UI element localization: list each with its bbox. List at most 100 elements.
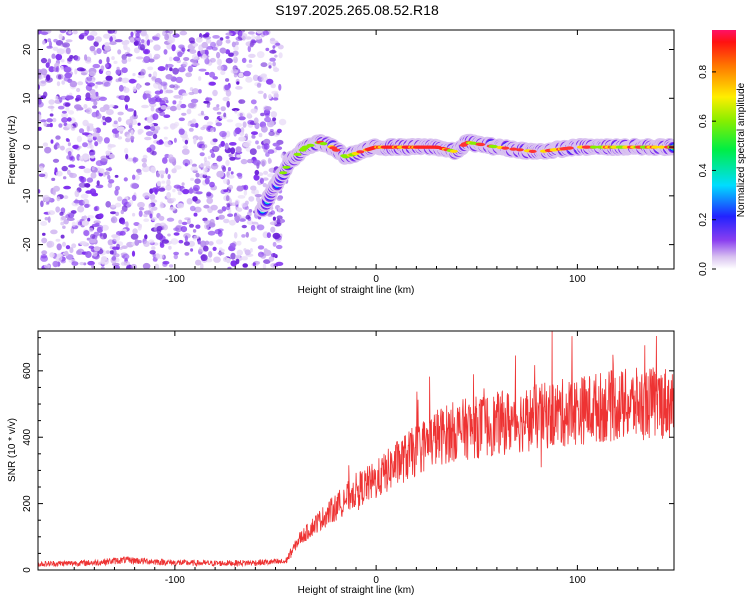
- noise-speck: [106, 71, 111, 75]
- noise-speck: [152, 133, 158, 140]
- noise-speck: [152, 113, 159, 120]
- noise-speck: [198, 76, 202, 81]
- noise-speck: [71, 221, 76, 227]
- noise-speck: [42, 142, 49, 147]
- noise-speck: [122, 253, 130, 260]
- noise-speck: [186, 198, 193, 205]
- noise-speck: [114, 202, 122, 208]
- noise-speck: [99, 106, 107, 113]
- noise-speck: [59, 97, 63, 103]
- noise-speck: [85, 107, 92, 115]
- noise-speck: [230, 260, 237, 267]
- noise-speck: [201, 145, 205, 151]
- noise-speck: [61, 216, 67, 221]
- noise-speck: [255, 140, 259, 145]
- noise-speck: [271, 83, 275, 87]
- noise-speck: [236, 81, 240, 85]
- noise-speck: [92, 63, 101, 69]
- noise-speck: [105, 250, 110, 254]
- noise-speck: [67, 57, 73, 62]
- noise-speck: [228, 184, 234, 190]
- noise-speck: [84, 54, 88, 61]
- noise-speck: [81, 220, 90, 226]
- noise-speck: [40, 221, 48, 226]
- heatmap-y-tick-label: 0: [22, 144, 33, 150]
- noise-speck: [79, 261, 85, 266]
- noise-speck: [178, 67, 186, 73]
- noise-speck: [192, 229, 197, 233]
- noise-speck: [246, 140, 252, 145]
- noise-speck: [132, 228, 138, 235]
- noise-speck: [89, 155, 96, 159]
- noise-speck: [101, 258, 109, 265]
- noise-speck: [226, 100, 230, 108]
- noise-speck: [133, 47, 140, 54]
- noise-speck: [126, 134, 131, 139]
- noise-speck: [252, 74, 259, 82]
- noise-speck: [85, 190, 93, 194]
- noise-speck: [74, 104, 82, 110]
- noise-speck: [83, 215, 88, 220]
- noise-speck: [100, 65, 105, 72]
- noise-speck: [113, 60, 118, 64]
- noise-speck: [172, 67, 179, 75]
- noise-speck: [105, 167, 113, 171]
- noise-speck: [91, 132, 100, 138]
- noise-speck: [140, 30, 147, 37]
- noise-speck: [226, 119, 234, 123]
- noise-speck: [63, 66, 72, 73]
- track-core: [501, 146, 510, 150]
- noise-speck: [189, 49, 197, 54]
- noise-speck: [125, 221, 129, 228]
- noise-speck: [85, 123, 94, 127]
- noise-speck: [54, 95, 59, 101]
- noise-speck: [192, 42, 199, 47]
- noise-speck: [111, 204, 116, 208]
- track-core: [651, 145, 660, 149]
- noise-speck: [231, 108, 240, 112]
- noise-speck: [173, 251, 180, 256]
- noise-speck: [266, 78, 274, 85]
- noise-speck: [151, 246, 156, 250]
- noise-speck: [58, 123, 63, 128]
- colorbar-tick-label: 0.2: [698, 212, 709, 226]
- noise-speck: [206, 46, 214, 50]
- noise-speck: [169, 123, 178, 129]
- noise-speck: [169, 84, 176, 89]
- noise-speck: [189, 186, 193, 194]
- noise-speck: [210, 163, 219, 170]
- heatmap-y-tick-label: 20: [22, 44, 33, 56]
- noise-speck: [249, 248, 253, 253]
- noise-speck: [208, 251, 213, 258]
- noise-speck: [203, 245, 209, 252]
- noise-speck: [151, 187, 160, 193]
- noise-speck: [221, 206, 227, 212]
- noise-speck: [244, 249, 251, 256]
- noise-speck: [262, 183, 267, 188]
- noise-speck: [236, 172, 243, 177]
- noise-speck: [148, 97, 157, 105]
- noise-speck: [156, 226, 163, 231]
- noise-speck: [203, 204, 210, 209]
- noise-speck: [204, 178, 210, 185]
- noise-speck: [87, 260, 95, 266]
- noise-speck: [251, 33, 255, 40]
- noise-speck: [40, 68, 48, 76]
- noise-speck: [245, 76, 253, 83]
- noise-speck: [203, 156, 207, 163]
- noise-speck: [229, 156, 236, 161]
- noise-speck: [144, 93, 152, 99]
- noise-speck: [102, 121, 107, 126]
- noise-speck: [42, 40, 46, 45]
- noise-speck: [40, 119, 47, 123]
- noise-speck: [134, 174, 140, 181]
- noise-speck: [100, 158, 109, 162]
- noise-speck: [178, 219, 183, 225]
- noise-speck: [178, 100, 182, 105]
- noise-speck: [198, 140, 205, 145]
- noise-speck: [42, 232, 46, 236]
- noise-speck: [225, 130, 231, 138]
- noise-speck: [233, 72, 238, 78]
- noise-speck: [238, 116, 246, 121]
